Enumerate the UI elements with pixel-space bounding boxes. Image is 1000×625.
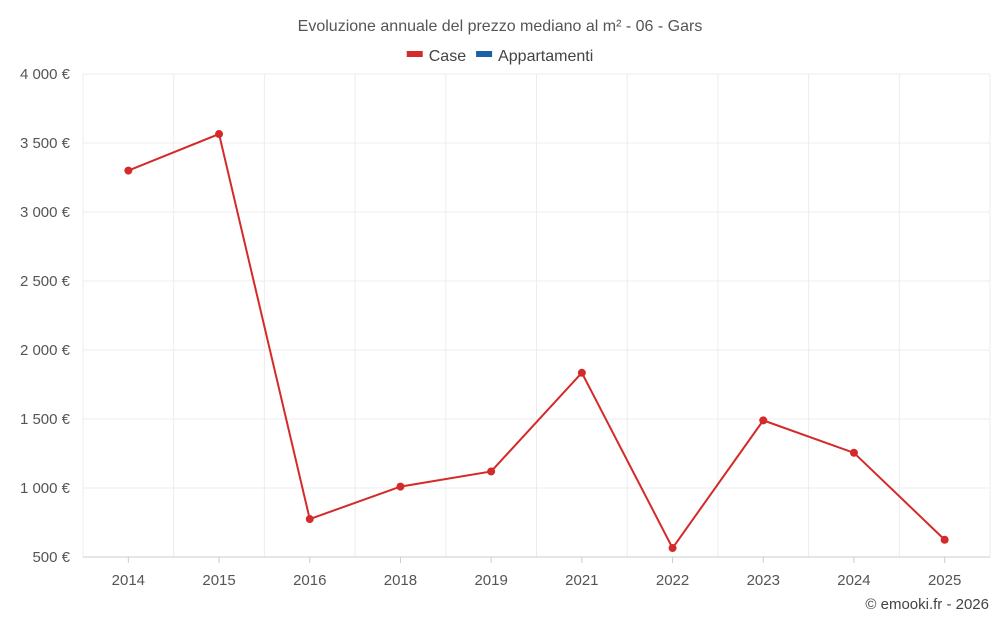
legend-label: Appartamenti xyxy=(498,48,593,65)
data-point xyxy=(577,368,586,377)
y-tick-label: 3 500 € xyxy=(20,135,71,152)
x-tick-label: 2015 xyxy=(202,572,235,589)
x-tick-label: 2014 xyxy=(112,572,145,589)
y-tick-label: 2 000 € xyxy=(20,342,71,359)
grid xyxy=(82,73,991,557)
data-point xyxy=(396,482,405,491)
legend-label: Case xyxy=(429,48,466,65)
chart-title: Evoluzione annuale del prezzo mediano al… xyxy=(298,18,703,35)
series xyxy=(124,130,949,553)
y-tick-label: 2 500 € xyxy=(20,273,71,290)
axes: 500 € 1 000 € 1 500 € 2 000 € 2 500 € 3 000 €… xyxy=(20,66,990,589)
y-tick-label: 3 000 € xyxy=(20,204,71,221)
data-point xyxy=(487,467,496,476)
y-tick-label: 1 000 € xyxy=(20,480,71,497)
data-point xyxy=(215,130,224,139)
y-tick-label: 4 000 € xyxy=(20,66,71,83)
data-point xyxy=(305,515,314,524)
series-line-case xyxy=(127,132,946,550)
data-point xyxy=(668,544,677,553)
y-tick-label: 500 € xyxy=(32,549,70,566)
x-tick-label: 2021 xyxy=(565,572,598,589)
x-tick-label: 2016 xyxy=(293,572,326,589)
legend-swatch xyxy=(476,51,493,57)
data-point xyxy=(124,166,133,175)
x-tick-label: 2025 xyxy=(928,572,961,589)
x-tick-label: 2022 xyxy=(656,572,689,589)
legend-item: Appartamenti xyxy=(476,48,593,65)
credit-label: © emooki.fr - 2026 xyxy=(865,596,989,613)
legend-swatch xyxy=(406,51,423,57)
data-point xyxy=(849,448,858,457)
x-tick-label: 2024 xyxy=(837,572,870,589)
x-tick-label: 2019 xyxy=(474,572,507,589)
legend: Case Appartamenti xyxy=(406,48,593,65)
x-tick-label: 2023 xyxy=(747,572,780,589)
y-tick-label: 1 500 € xyxy=(20,411,71,428)
legend-item: Case xyxy=(406,48,466,65)
data-point xyxy=(940,535,949,544)
x-tick-label: 2018 xyxy=(384,572,417,589)
data-point xyxy=(759,416,768,425)
